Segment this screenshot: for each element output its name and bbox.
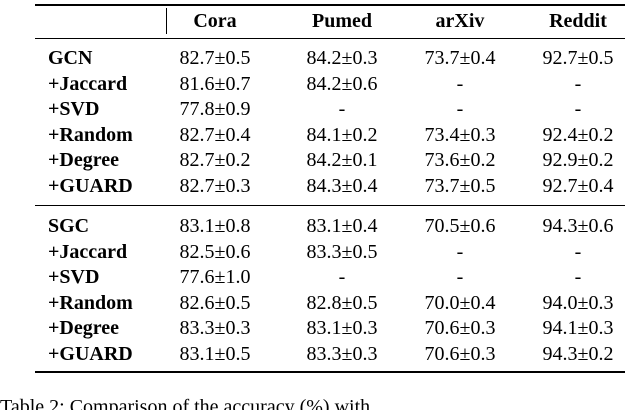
row-label: +Degree <box>48 317 119 339</box>
row-label: SGC <box>48 215 90 237</box>
table-cell: - <box>574 98 582 120</box>
table-cell: 82.7±0.5 <box>179 47 251 69</box>
row-label: +Jaccard <box>48 72 128 95</box>
table-cell: 92.7±0.5 <box>542 47 614 69</box>
table-cell: 83.1±0.4 <box>306 215 378 237</box>
row-label: +GUARD <box>48 174 133 197</box>
table-cell: - <box>338 266 346 288</box>
table-cell: 70.6±0.3 <box>424 317 496 339</box>
bottom-rule <box>35 371 625 373</box>
table-cell: 82.5±0.6 <box>179 240 251 263</box>
table-cell: 82.6±0.5 <box>179 291 251 314</box>
table-cell: - <box>574 266 582 288</box>
row-label: +SVD <box>48 266 100 288</box>
row-label: +Jaccard <box>48 240 128 263</box>
header-rule <box>35 38 625 39</box>
table-cell: 73.4±0.3 <box>424 123 496 146</box>
table-cell: 94.0±0.3 <box>542 291 614 314</box>
column-header: arXiv <box>435 10 485 32</box>
table-cell: - <box>456 266 464 288</box>
table-cell: 81.6±0.7 <box>179 72 251 95</box>
table-cell: 94.3±0.6 <box>542 215 614 237</box>
caption: Table 2: Comparison of the accuracy (%) … <box>0 396 371 410</box>
table-cell: 82.7±0.4 <box>179 123 251 146</box>
table-cell: 82.7±0.2 <box>179 149 251 171</box>
header-separator <box>166 8 167 34</box>
table-cell: 83.3±0.3 <box>179 317 251 339</box>
table-cell: - <box>574 240 582 263</box>
top-rule <box>35 4 625 6</box>
row-label: GCN <box>48 47 93 69</box>
table-cell: - <box>456 240 464 263</box>
table-cell: - <box>338 98 346 120</box>
row-label: +Degree <box>48 149 119 171</box>
column-header: Reddit <box>549 10 607 32</box>
row-label: +Random <box>48 123 133 146</box>
table-cell: 84.2±0.1 <box>306 149 378 171</box>
table-cell: 84.1±0.2 <box>306 123 378 146</box>
table-cell: 82.7±0.3 <box>179 174 251 197</box>
table-cell: 83.1±0.5 <box>179 342 251 365</box>
row-label: +SVD <box>48 98 100 120</box>
table-cell: 77.8±0.9 <box>179 98 251 120</box>
table-cell: 83.1±0.8 <box>179 215 251 237</box>
table-cell: 84.2±0.6 <box>306 72 378 95</box>
table-cell: 73.7±0.5 <box>424 174 496 197</box>
table-cell: 82.8±0.5 <box>306 291 378 314</box>
table-cell: - <box>456 98 464 120</box>
table-cell: 92.9±0.2 <box>542 149 614 171</box>
table-cell: 94.1±0.3 <box>542 317 614 339</box>
table-cell: 77.6±1.0 <box>179 266 251 288</box>
table-cell: 84.2±0.3 <box>306 47 378 69</box>
table-cell: 73.7±0.4 <box>424 47 496 69</box>
table-cell: 70.5±0.6 <box>424 215 496 237</box>
table-cell: 83.1±0.3 <box>306 317 378 339</box>
table-cell: 84.3±0.4 <box>306 174 378 197</box>
row-label: +GUARD <box>48 342 133 365</box>
table-cell: 83.3±0.5 <box>306 240 378 263</box>
column-header: Pumed <box>312 10 372 32</box>
row-label: +Random <box>48 291 133 314</box>
table-cell: 94.3±0.2 <box>542 342 614 365</box>
table-cell: 83.3±0.3 <box>306 342 378 365</box>
table-cell: 92.7±0.4 <box>542 174 614 197</box>
group-rule <box>35 205 625 206</box>
column-header: Cora <box>193 10 237 32</box>
table-cell: 92.4±0.2 <box>542 123 614 146</box>
table-cell: - <box>456 72 464 95</box>
table-cell: 73.6±0.2 <box>424 149 496 171</box>
table-cell: - <box>574 72 582 95</box>
table-cell: 70.0±0.4 <box>424 291 496 314</box>
table-cell: 70.6±0.3 <box>424 342 496 365</box>
